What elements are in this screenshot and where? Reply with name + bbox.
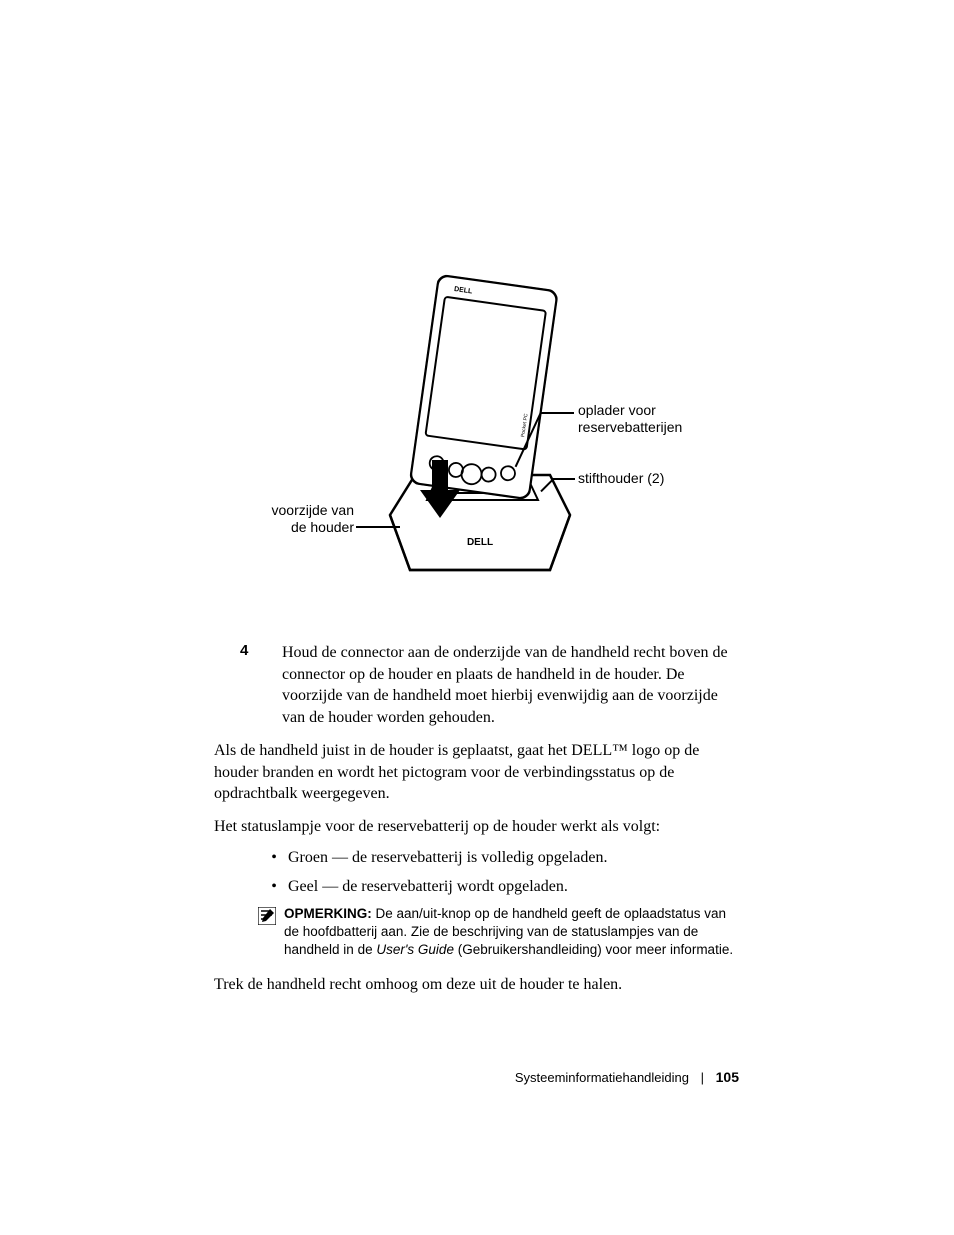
note-text: OPMERKING: De aan/uit-knop op de handhel… — [284, 905, 740, 960]
callout-text: reservebatterijen — [578, 419, 682, 436]
step-text: Houd de connector aan de onderzijde van … — [282, 642, 740, 728]
callout-spare-battery-charger: oplader voor reservebatterijen — [578, 402, 682, 436]
footer-separator: | — [701, 1070, 704, 1085]
callout-text: stifthouder (2) — [578, 470, 664, 486]
bullet-text: Groen — de reservebatterij is volledig o… — [288, 844, 607, 871]
bullet-text: Geel — de reservebatterij wordt opgelade… — [288, 873, 568, 900]
callout-text: oplader voor — [578, 402, 682, 419]
paragraph-status-intro: Het statuslampje voor de reservebatterij… — [214, 816, 738, 838]
footer-page-number: 105 — [716, 1069, 739, 1085]
bullet-icon: • — [260, 873, 288, 900]
note-label: OPMERKING: — [284, 906, 372, 921]
paragraph-remove: Trek de handheld recht omhoog om deze ui… — [214, 974, 738, 996]
callout-cradle-front: voorzijde van de houder — [254, 502, 354, 536]
note-part2: (Gebruikershandleiding) voor meer inform… — [454, 942, 733, 957]
bullet-icon: • — [260, 844, 288, 871]
bullet-list: • Groen — de reservebatterij is volledig… — [260, 844, 730, 902]
paragraph-logo: Als de handheld juist in de houder is ge… — [214, 740, 738, 805]
figure: DELL DELL Pocket PC — [260, 260, 720, 620]
step-number: 4 — [240, 642, 248, 659]
step-4: 4 Houd de connector aan de onderzijde va… — [260, 642, 740, 728]
note-italic: User's Guide — [376, 942, 454, 957]
list-item: • Geel — de reservebatterij wordt opgela… — [260, 873, 730, 900]
page-footer: Systeeminformatiehandleiding | 105 — [515, 1069, 739, 1085]
callout-text: de houder — [254, 519, 354, 536]
callout-leader — [553, 478, 575, 480]
note-icon — [258, 907, 276, 925]
callout-text: voorzijde van — [254, 502, 354, 519]
list-item: • Groen — de reservebatterij is volledig… — [260, 844, 730, 871]
callout-leader — [356, 526, 400, 528]
callout-leader — [540, 412, 574, 414]
footer-title: Systeeminformatiehandleiding — [515, 1070, 689, 1085]
callout-stylus-holder: stifthouder (2) — [578, 470, 664, 487]
insert-arrow-icon — [420, 460, 460, 520]
svg-text:DELL: DELL — [467, 537, 493, 548]
note-block: OPMERKING: De aan/uit-knop op de handhel… — [260, 905, 740, 960]
